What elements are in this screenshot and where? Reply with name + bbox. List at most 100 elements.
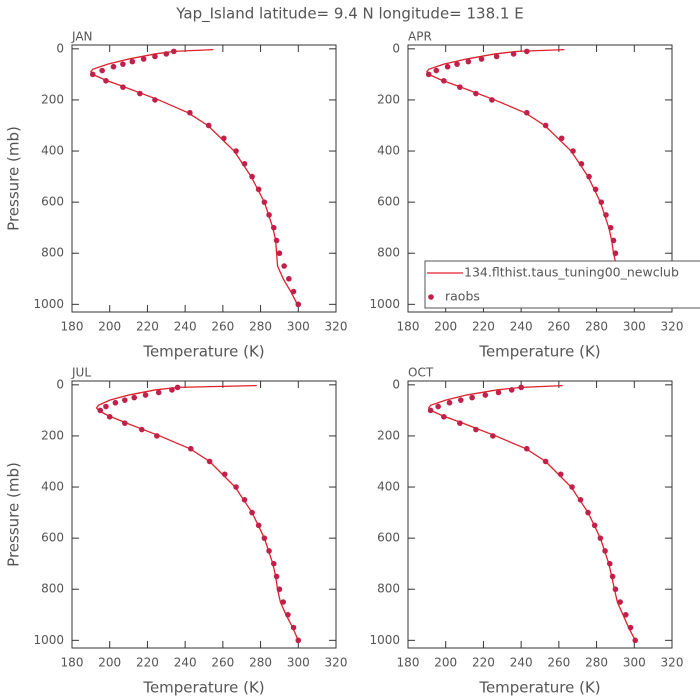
obs-dot <box>221 135 227 142</box>
obs-dot <box>458 397 464 403</box>
plot-frame <box>407 380 673 649</box>
obs-dot <box>592 186 599 193</box>
obs-dot <box>129 58 136 65</box>
y-axis-label: Pressure (mb) <box>5 462 23 567</box>
plot-frame <box>407 44 673 313</box>
obs-dot <box>131 394 138 401</box>
y-tick-label: 1000 <box>33 297 64 311</box>
x-tick-label: 260 <box>211 320 234 334</box>
obs-dot <box>295 637 302 644</box>
obs-dot <box>441 413 447 420</box>
panel-label: JAN <box>71 30 93 44</box>
obs-dot <box>435 403 441 410</box>
legend-label: 134.flthist.taus_tuning00_newclub <box>464 265 679 280</box>
obs-dot <box>140 56 147 62</box>
obs-dot <box>493 53 500 60</box>
obs-dot <box>187 109 193 116</box>
obs-dot <box>233 484 239 490</box>
y-tick-label: 200 <box>377 92 400 106</box>
obs-dot <box>266 548 272 554</box>
obs-dot <box>577 497 584 503</box>
y-tick-label: 800 <box>377 582 400 596</box>
obs-dot <box>270 224 277 231</box>
obs-dot <box>188 445 194 452</box>
y-tick-label: 600 <box>377 195 400 209</box>
y-tick-label: 600 <box>41 195 64 209</box>
obs-dot <box>609 573 616 580</box>
obs-dot <box>508 387 515 393</box>
obs-dot <box>606 560 613 567</box>
x-tick-label: 320 <box>325 320 348 334</box>
y-tick-label: 800 <box>41 246 64 260</box>
obs-dot <box>427 407 434 414</box>
x-axis-label: Temperature (K) <box>478 679 600 697</box>
y-tick-label: 1000 <box>369 633 400 647</box>
y-tick-label: 200 <box>41 92 64 106</box>
obs-dot <box>457 84 463 90</box>
obs-dot <box>495 389 502 396</box>
x-tick-label: 280 <box>249 320 272 334</box>
obs-dot <box>97 407 104 414</box>
obs-dot <box>241 497 248 503</box>
obs-dot <box>255 186 262 193</box>
y-tick-label: 400 <box>41 480 64 494</box>
obs-dot <box>603 212 609 218</box>
obs-dot <box>266 212 272 218</box>
obs-dot <box>112 399 119 406</box>
obs-dot <box>586 173 592 180</box>
obs-dot <box>623 611 629 618</box>
obs-dot <box>290 624 297 631</box>
obs-dot <box>249 173 255 180</box>
x-tick-label: 300 <box>287 656 310 670</box>
x-tick-label: 300 <box>287 320 310 334</box>
obs-dot <box>524 48 530 55</box>
obs-dot <box>261 535 268 541</box>
obs-dot <box>103 403 109 410</box>
obs-dot <box>510 51 517 57</box>
y-tick-label: 400 <box>41 144 64 158</box>
x-axis-label: Temperature (K) <box>142 343 264 361</box>
obs-dot <box>154 433 160 439</box>
legend-dot <box>428 294 434 300</box>
y-tick-label: 800 <box>41 582 64 596</box>
obs-dot <box>103 77 109 84</box>
y-tick-label: 0 <box>56 41 64 55</box>
obs-dot <box>174 384 181 391</box>
x-tick-label: 220 <box>472 320 495 334</box>
panel-label: JUL <box>71 366 91 380</box>
obs-dot <box>518 384 524 391</box>
obs-dot <box>281 263 287 269</box>
obs-dot <box>482 392 489 398</box>
obs-dot <box>273 237 280 244</box>
obs-dot <box>221 471 228 478</box>
panel-label: APR <box>408 30 432 44</box>
obs-dot <box>110 63 117 70</box>
obs-dot <box>454 61 460 67</box>
obs-dot <box>285 611 291 618</box>
obs-dot <box>558 135 565 142</box>
x-tick-label: 180 <box>397 656 420 670</box>
obs-dot <box>295 301 302 308</box>
obs-dot <box>457 420 463 426</box>
obs-dot <box>152 97 158 103</box>
y-tick-label: 400 <box>377 144 400 158</box>
obs-dot <box>155 389 162 396</box>
obs-dot <box>617 599 623 605</box>
y-tick-label: 600 <box>41 531 64 545</box>
obs-dot <box>120 84 126 90</box>
y-tick-label: 1000 <box>369 297 400 311</box>
obs-dot <box>99 67 105 74</box>
y-tick-label: 0 <box>392 41 400 55</box>
x-tick-label: 300 <box>623 656 646 670</box>
obs-dot <box>425 71 432 78</box>
obs-dot <box>542 122 549 129</box>
obs-dot <box>120 61 126 67</box>
obs-dot <box>578 161 585 167</box>
y-axis-label: Pressure (mb) <box>5 126 23 231</box>
obs-dot <box>276 250 283 257</box>
obs-dot <box>106 413 113 420</box>
obs-dot <box>433 67 440 74</box>
obs-dot <box>233 148 239 154</box>
x-tick-label: 260 <box>211 656 234 670</box>
obs-dot <box>152 53 158 60</box>
